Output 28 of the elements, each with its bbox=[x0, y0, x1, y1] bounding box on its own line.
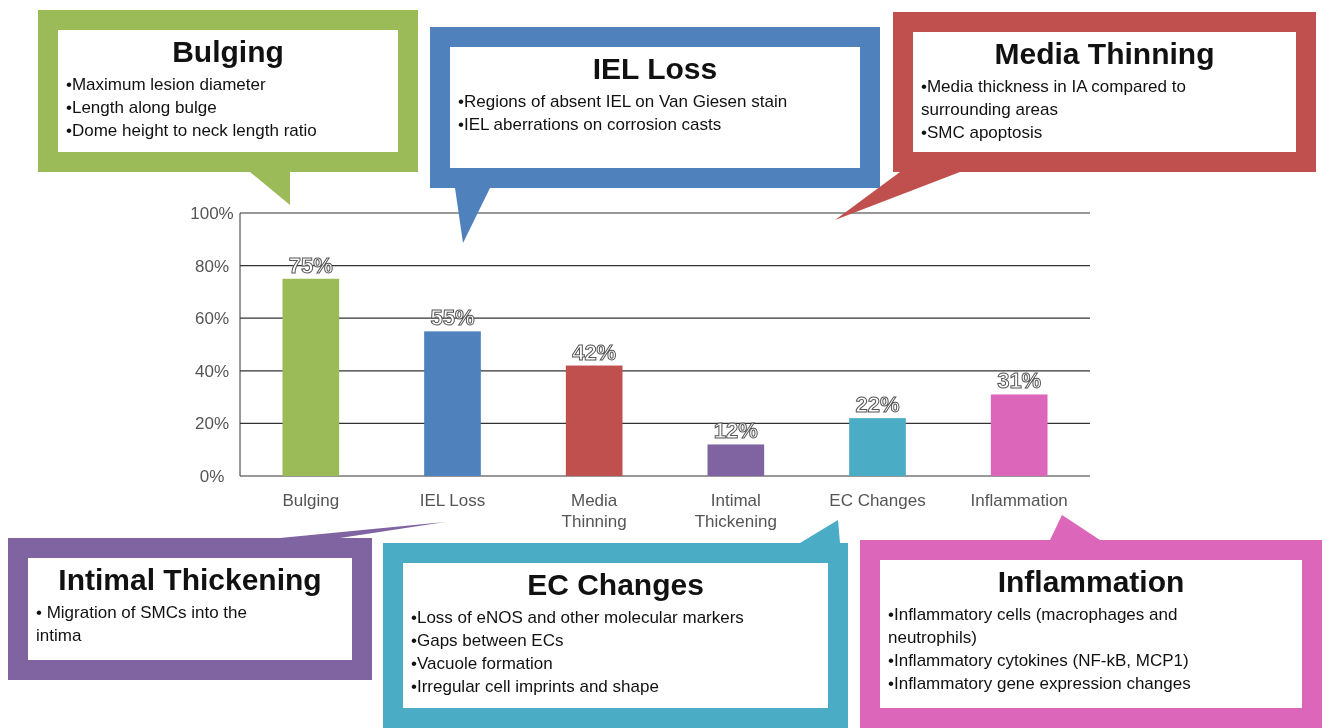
y-tick-label: 20% bbox=[194, 414, 230, 434]
data-label: 42% bbox=[572, 339, 617, 365]
text: Intimal Thickening • Migration of SMCs into the intima bbox=[36, 563, 322, 645]
y-tick-label: 100% bbox=[190, 203, 234, 223]
text: Media Thinning •Media thickness in IA compared to surrounding areas •SMC apoptosis bbox=[921, 37, 1215, 142]
y-tick-label: 0% bbox=[199, 466, 225, 486]
data-label: 22% bbox=[855, 392, 900, 418]
data-label: 31% bbox=[997, 368, 1042, 394]
x-tick-label: IEL Loss bbox=[419, 491, 486, 510]
x-tick-label: Media Thinning bbox=[561, 491, 627, 531]
text: Inflammation •Inflammatory cells (macrophages and neutrophils) •Inflammatory cytokines (NF-kB, MCP1) •Inflammatory gene expression changes bbox=[888, 565, 1191, 693]
y-tick-label: 40% bbox=[194, 361, 230, 381]
bar bbox=[282, 278, 340, 476]
bar bbox=[424, 331, 481, 476]
x-tick-label: EC Changes bbox=[829, 491, 926, 510]
bar bbox=[707, 444, 765, 476]
bar bbox=[565, 365, 623, 476]
bar bbox=[990, 394, 1048, 476]
y-tick-label: 80% bbox=[194, 256, 230, 276]
x-tick-label: Bulging bbox=[282, 491, 340, 510]
text: EC Changes •Loss of eNOS and other molecular markers •Gaps between ECs •Vacuole formation •Irregular cell imprints and shape bbox=[411, 568, 744, 696]
data-label: 12% bbox=[713, 418, 758, 444]
bar bbox=[849, 418, 906, 476]
y-tick-label: 60% bbox=[194, 309, 230, 329]
text: IEL Loss •Regions of absent IEL on Van Giesen stain •IEL aberrations on corrosion casts bbox=[458, 52, 788, 134]
text: Bulging •Maximum lesion diameter •Length along bulge •Dome height to neck length ratio bbox=[66, 35, 317, 140]
x-tick-label: Inflammation bbox=[970, 491, 1068, 510]
x-tick-label: Intimal Thickening bbox=[694, 491, 777, 531]
